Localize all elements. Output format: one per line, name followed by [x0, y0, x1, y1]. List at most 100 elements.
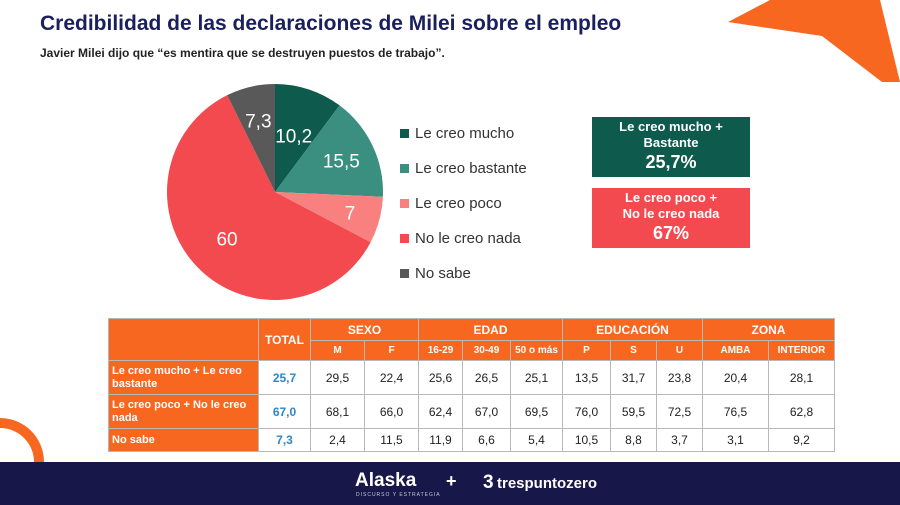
pie-data-label: 60: [216, 230, 237, 251]
table-cell: 5,4: [510, 428, 563, 452]
table-cell: 72,5: [656, 394, 703, 429]
trespuntozero-logo: trespuntozero: [497, 475, 598, 492]
header-total: TOTAL: [258, 318, 311, 361]
row-label: No sabe: [108, 428, 259, 452]
legend-label: Le creo bastante: [415, 160, 527, 177]
table-cell: 59,5: [610, 394, 657, 429]
trespuntozero-icon: 3: [483, 472, 494, 493]
table-cell: 26,5: [462, 360, 511, 395]
legend-swatch: [400, 164, 409, 173]
alaska-logo: Alaska: [355, 470, 417, 491]
table-cell: 29,5: [310, 360, 365, 395]
summary-value: 25,7%: [645, 152, 697, 172]
table-cell: 23,8: [656, 360, 703, 395]
legend-swatch: [400, 129, 409, 138]
table-cell: 62,8: [768, 394, 835, 429]
table-cell: 3,1: [702, 428, 769, 452]
page-title: Credibilidad de las declaraciones de Mil…: [40, 12, 622, 35]
table-cell: 3,7: [656, 428, 703, 452]
orange-corner-decoration: [728, 0, 900, 82]
table-cell: 25,1: [510, 360, 563, 395]
table-cell: 8,8: [610, 428, 657, 452]
table-cell: 76,5: [702, 394, 769, 429]
summary-label-line: Bastante: [643, 135, 699, 150]
table-cell: 11,5: [364, 428, 419, 452]
pie-data-label: 7: [345, 203, 356, 224]
table-cell: 9,2: [768, 428, 835, 452]
legend-item: Le creo mucho: [400, 116, 527, 151]
summary-label-line: No le creo nada: [622, 206, 720, 221]
table-cell: 22,4: [364, 360, 419, 395]
summary-value: 67%: [652, 223, 690, 243]
table-cell: 62,4: [418, 394, 463, 429]
alaska-tagline: DISCURSO Y ESTRATEGIA: [356, 492, 441, 498]
table-cell: 25,6: [418, 360, 463, 395]
table-cell: 2,4: [310, 428, 365, 452]
page-subtitle: Javier Milei dijo que “es mentira que se…: [40, 46, 445, 60]
summary-label-line: Le creo poco +: [624, 190, 718, 205]
crosstab-table: TOTAL SEXO EDAD EDUCACIÓN ZONA M F 16-29…: [108, 318, 835, 452]
summary-label-line: Le creo mucho +: [619, 119, 723, 134]
table-cell: 20,4: [702, 360, 769, 395]
total-cell: 25,7: [258, 360, 311, 395]
subheader-cell: F: [364, 340, 419, 361]
pie-slice: [275, 192, 383, 243]
subheader-cell: AMBA: [702, 340, 769, 361]
subheader-cell: INTERIOR: [768, 340, 835, 361]
header-educacion: EDUCACIÓN: [562, 318, 703, 341]
pie-data-label: 10,2: [275, 127, 312, 148]
subheader-cell: S: [610, 340, 657, 361]
table-cell: 66,0: [364, 394, 419, 429]
subheader-cell: P: [562, 340, 611, 361]
table-cell: 28,1: [768, 360, 835, 395]
orange-arc-decoration: [0, 418, 44, 462]
pie-data-label: 7,3: [245, 111, 271, 132]
legend-swatch: [400, 234, 409, 243]
pie-legend: Le creo mucho Le creo bastante Le creo p…: [400, 116, 527, 291]
legend-item: No sabe: [400, 256, 527, 291]
subheader-cell: 16-29: [418, 340, 463, 361]
legend-label: Le creo poco: [415, 195, 502, 212]
table-cell: 13,5: [562, 360, 611, 395]
table-cell: 6,6: [462, 428, 511, 452]
header-zona: ZONA: [702, 318, 835, 341]
table-row: Le creo poco + No le creo nada 67,0 68,1…: [108, 394, 835, 429]
footer-bar: Alaska DISCURSO Y ESTRATEGIA + 3 trespun…: [0, 462, 900, 505]
summary-box-believe: Le creo mucho + Bastante 25,7%: [592, 117, 750, 177]
legend-item: Le creo bastante: [400, 151, 527, 186]
subheader-cell: M: [310, 340, 365, 361]
legend-swatch: [400, 269, 409, 278]
total-cell: 67,0: [258, 394, 311, 429]
subheader-cell: 50 o más: [510, 340, 563, 361]
table-cell: 31,7: [610, 360, 657, 395]
header-edad: EDAD: [418, 318, 563, 341]
row-label: Le creo poco + No le creo nada: [108, 394, 259, 429]
table-cell: 11,9: [418, 428, 463, 452]
table-cell: 76,0: [562, 394, 611, 429]
pie-chart: 10,2 15,5 7 60 7,3: [167, 84, 383, 300]
pie-slice: [275, 84, 340, 192]
header-sexo: SEXO: [310, 318, 419, 341]
table-corner-cell: [108, 318, 259, 361]
legend-item: No le creo nada: [400, 221, 527, 256]
table-cell: 69,5: [510, 394, 563, 429]
table-row: Le creo mucho + Le creo bastante 25,7 29…: [108, 360, 835, 395]
legend-swatch: [400, 199, 409, 208]
table-row: No sabe 7,3 2,4 11,5 11,9 6,6 5,4 10,5 8…: [108, 428, 835, 452]
row-label: Le creo mucho + Le creo bastante: [108, 360, 259, 395]
pie-slice: [275, 105, 383, 197]
table-cell: 67,0: [462, 394, 511, 429]
pie-data-label: 15,5: [323, 152, 360, 173]
total-cell: 7,3: [258, 428, 311, 452]
legend-item: Le creo poco: [400, 186, 527, 221]
legend-label: No sabe: [415, 265, 471, 282]
plus-sign: +: [446, 471, 457, 491]
summary-box-disbelieve: Le creo poco + No le creo nada 67%: [592, 188, 750, 248]
subheader-cell: 30-49: [462, 340, 511, 361]
pie-slice: [227, 84, 275, 192]
table-cell: 68,1: [310, 394, 365, 429]
legend-label: No le creo nada: [415, 230, 521, 247]
table-cell: 10,5: [562, 428, 611, 452]
legend-label: Le creo mucho: [415, 125, 515, 142]
pie-slice: [167, 95, 371, 300]
